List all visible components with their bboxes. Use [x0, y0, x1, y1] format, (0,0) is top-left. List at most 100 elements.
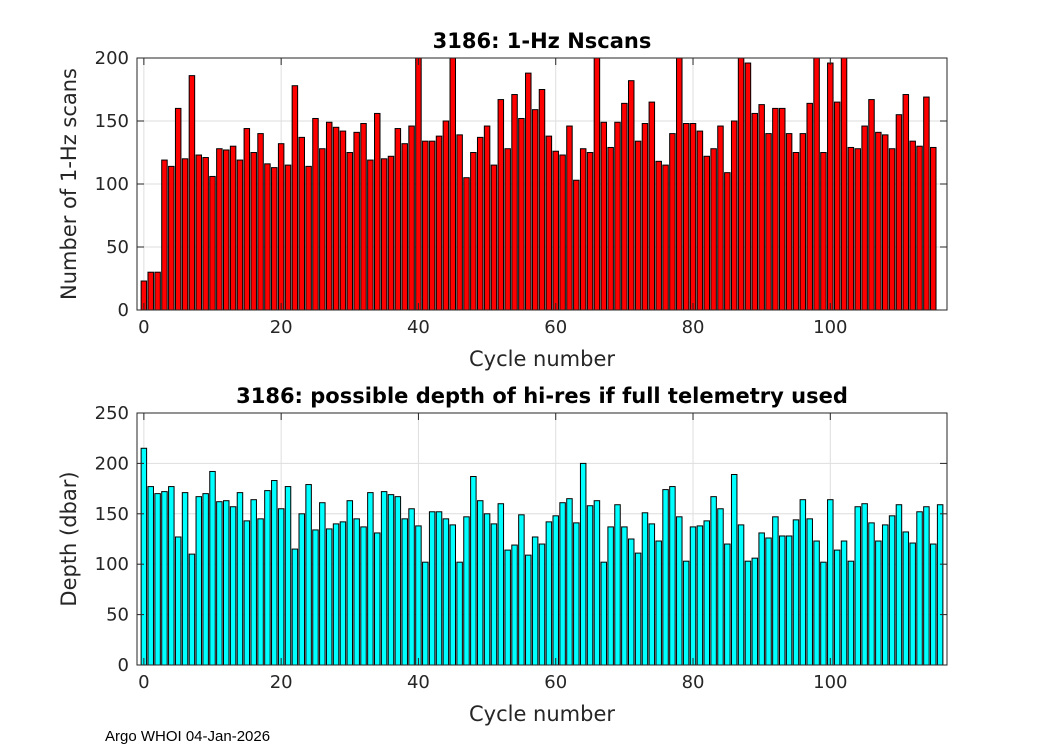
depth-bar-cycle-28: [332, 523, 340, 666]
nscans-bar-cycle-50: [483, 125, 491, 311]
depth-bar-cycle-4: [168, 486, 175, 666]
depth-x-tick-label-80: 80: [682, 672, 705, 693]
depth-title: 3186: possible depth of hi-res if full t…: [236, 384, 848, 408]
nscans-x-tick-label-60: 60: [544, 317, 567, 338]
nscans-bar-cycle-43: [435, 135, 443, 311]
depth-bar-cycle-20: [277, 508, 285, 666]
depth-bar-cycle-70: [621, 526, 628, 666]
nscans-bar-cycle-94: [785, 133, 793, 311]
nscans-bar-cycle-87: [737, 57, 745, 311]
depth-y-tick-label-150: 150: [95, 504, 129, 525]
nscans-bar-cycle-22: [291, 85, 299, 311]
depth-bar-cycle-48: [470, 476, 477, 666]
depth-bar-cycle-115: [930, 543, 937, 666]
nscans-bar-cycle-8: [195, 154, 203, 311]
nscans-x-tick-label-20: 20: [270, 317, 293, 338]
depth-bar-cycle-111: [902, 531, 910, 666]
depth-bar-cycle-32: [360, 526, 367, 666]
depth-x-tick-label-100: 100: [813, 672, 847, 693]
depth-bar-cycle-101: [833, 549, 841, 666]
depth-bar-cycle-66: [593, 500, 601, 666]
depth-bar-cycle-36: [387, 494, 395, 666]
nscans-bar-cycle-68: [607, 146, 614, 311]
nscans-bar-cycle-105: [861, 125, 868, 311]
depth-bar-cycle-37: [394, 496, 402, 666]
depth-bar-cycle-6: [181, 492, 189, 666]
depth-bar-cycle-51: [490, 523, 498, 666]
nscans-bar-cycle-30: [346, 152, 354, 311]
depth-x-tick-label-20: 20: [270, 672, 293, 693]
nscans-bar-cycle-18: [264, 163, 271, 311]
nscans-bar-cycle-113: [916, 145, 923, 311]
nscans-bar-cycle-39: [408, 125, 415, 311]
nscans-bar-cycle-97: [806, 102, 813, 311]
nscans-bar-cycle-92: [772, 107, 779, 311]
nscans-bar-cycle-64: [579, 148, 587, 311]
depth-bar-cycle-89: [751, 557, 759, 666]
nscans-bar-cycle-103: [847, 146, 855, 311]
nscans-bar-cycle-11: [216, 148, 223, 311]
depth-bar-cycle-43: [435, 511, 443, 666]
nscans-bar-cycle-71: [627, 80, 635, 311]
nscans-bar-cycle-107: [875, 131, 882, 311]
depth-bar-cycle-47: [463, 516, 470, 666]
depth-x-tick-label-40: 40: [407, 672, 430, 693]
nscans-bar-cycle-15: [243, 128, 251, 311]
depth-bar-cycle-113: [916, 511, 923, 666]
depth-bar-cycle-46: [456, 561, 463, 666]
depth-bar-cycle-3: [161, 491, 168, 666]
nscans-bar-cycle-86: [730, 120, 738, 311]
nscans-bar-cycle-41: [422, 140, 429, 311]
nscans-bar-cycle-33: [367, 159, 374, 311]
nscans-bar-cycle-48: [470, 152, 477, 311]
nscans-bar-cycle-20: [277, 143, 285, 311]
nscans-y-tick-label-100: 100: [95, 174, 129, 195]
nscans-bar-cycle-108: [881, 134, 889, 311]
depth-bar-cycle-53: [504, 549, 511, 666]
nscans-bar-cycle-65: [586, 152, 594, 311]
nscans-bar-cycle-42: [428, 140, 436, 311]
nscans-bar-cycle-54: [511, 94, 518, 311]
depth-y-tick-label-250: 250: [95, 403, 129, 424]
depth-bar-cycle-55: [518, 514, 525, 666]
depth-bar-cycle-72: [634, 552, 642, 666]
depth-bar-cycle-86: [730, 473, 738, 666]
nscans-bar-cycle-89: [751, 112, 759, 311]
nscans-bar-cycle-34: [374, 112, 381, 311]
depth-bar-cycle-50: [483, 513, 491, 666]
nscans-bar-cycle-58: [538, 89, 546, 311]
depth-bar-cycle-64: [579, 462, 587, 666]
nscans-bar-cycle-67: [600, 121, 608, 311]
depth-bar-cycle-35: [380, 491, 388, 666]
depth-y-tick-label-100: 100: [95, 554, 129, 575]
nscans-bar-cycle-63: [573, 179, 580, 311]
nscans-bar-cycle-32: [360, 123, 367, 311]
depth-bar-cycle-74: [648, 523, 656, 666]
depth-y-tick-label-50: 50: [106, 605, 129, 626]
nscans-bar-cycle-112: [909, 140, 916, 311]
depth-bar-cycle-41: [422, 561, 429, 666]
nscans-bar-cycle-59: [545, 135, 553, 311]
nscans-bar-cycle-106: [868, 99, 875, 311]
nscans-bar-cycle-9: [202, 157, 209, 311]
depth-bar-cycle-62: [566, 498, 573, 666]
depth-bar-cycle-116: [936, 504, 944, 666]
depth-bar-cycle-5: [174, 536, 182, 666]
depth-bar-cycle-60: [552, 515, 559, 666]
nscans-bar-cycle-104: [854, 148, 862, 311]
depth-bar-cycle-2: [154, 493, 161, 666]
nscans-bar-cycle-36: [387, 155, 395, 311]
nscans-bar-cycle-23: [298, 136, 305, 311]
depth-bar-cycle-8: [195, 496, 203, 666]
depth-bar-cycle-25: [312, 529, 319, 666]
nscans-bar-cycle-96: [799, 133, 807, 311]
nscans-y-tick-label-200: 200: [95, 48, 129, 69]
depth-bar-cycle-38: [401, 518, 408, 666]
depth-bar-cycle-31: [353, 518, 360, 666]
depth-bar-cycle-26: [319, 502, 326, 666]
nscans-bar-cycle-55: [518, 117, 525, 311]
depth-bar-cycle-21: [284, 486, 292, 666]
depth-y-label: Depth (dbar): [57, 471, 81, 606]
depth-bar-cycle-52: [497, 503, 505, 666]
nscans-bar-cycle-73: [641, 123, 649, 311]
